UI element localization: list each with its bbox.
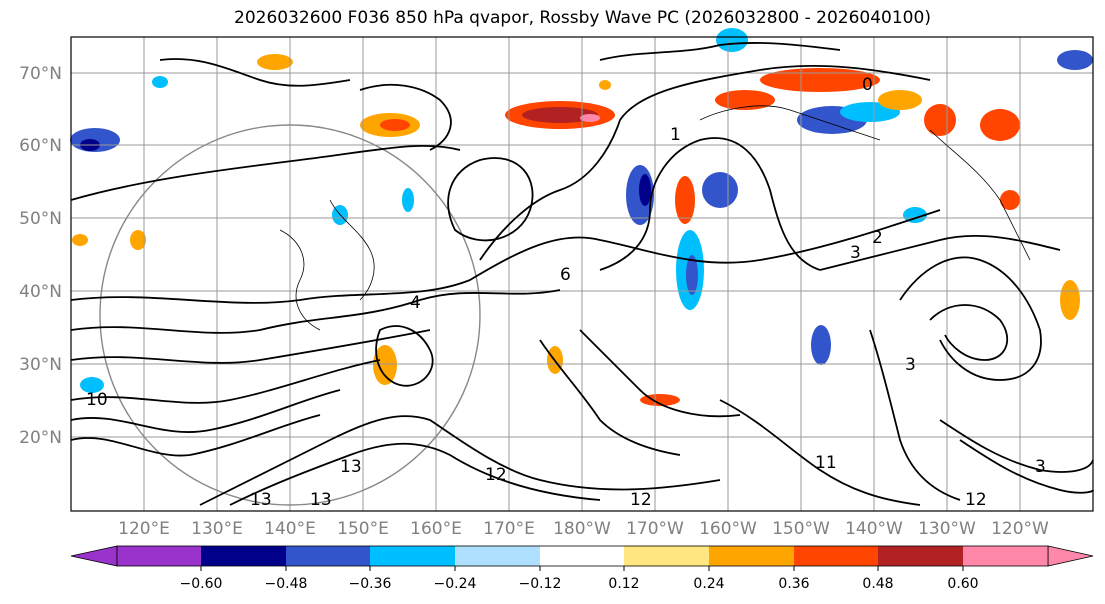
map-frame: [70, 36, 1094, 512]
contour-label: 13: [250, 490, 272, 510]
colorbar-tick-label: −0.48: [265, 576, 308, 592]
contour-label: 12: [485, 465, 507, 485]
contour-label: 1: [670, 125, 681, 145]
reference-circle: [99, 124, 481, 506]
colorbar-segment: [286, 546, 370, 566]
contour-label-group: 4 6 3 3 3 1 10 12 12 12 13 13 13 11 0 2: [86, 75, 1046, 510]
longitude-label: 160°E: [410, 519, 462, 539]
contour-lines: [70, 42, 1094, 506]
contour-label: 13: [340, 457, 362, 477]
longitude-label: 150°W: [772, 519, 830, 539]
latitude-label: 30°N: [19, 355, 62, 375]
contour-label: 3: [850, 243, 861, 263]
colorbar-tick-label: 0.12: [608, 576, 639, 592]
colorbar: [70, 545, 1094, 571]
anomaly-shading: [70, 28, 1093, 406]
longitude-label: 150°E: [337, 519, 389, 539]
longitude-label: 130°W: [918, 519, 976, 539]
longitude-label: 140°W: [845, 519, 903, 539]
longitude-label: 170°E: [483, 519, 535, 539]
colorbar-tick-label: 0.48: [862, 576, 893, 592]
colorbar-tick-label: −0.36: [349, 576, 392, 592]
map-gridlines: [71, 37, 1093, 511]
colorbar-segment: [540, 546, 624, 566]
contour-label: 11: [815, 453, 837, 473]
longitude-label: 140°E: [264, 519, 316, 539]
contour-label: 3: [1035, 457, 1046, 477]
colorbar-segment: [963, 546, 1048, 566]
longitude-label: 170°W: [626, 519, 684, 539]
colorbar-segment: [709, 546, 794, 566]
colorbar-segment: [117, 546, 201, 566]
latitude-labels: 70°N 60°N 50°N 40°N 30°N 20°N: [19, 64, 62, 448]
contour-label: 3: [905, 355, 916, 375]
latitude-label: 40°N: [19, 282, 62, 302]
longitude-label: 130°E: [191, 519, 243, 539]
colorbar-segment: [201, 546, 286, 566]
latitude-label: 70°N: [19, 64, 62, 84]
colorbar-segment: [370, 546, 455, 566]
contour-label: 4: [410, 293, 421, 313]
colorbar-tick-label: 0.36: [778, 576, 809, 592]
contour-label: 6: [560, 265, 571, 285]
colorbar-tick-label: −0.12: [519, 576, 562, 592]
longitude-label: 180°W: [553, 519, 611, 539]
coastlines: [279, 105, 1031, 331]
longitude-label: 160°W: [699, 519, 757, 539]
colorbar-tick-label: 0.24: [693, 576, 724, 592]
colorbar-tick-label: 0.60: [947, 576, 978, 592]
colorbar-segment: [455, 546, 540, 566]
contour-label: 10: [86, 390, 108, 410]
colorbar-segment: [878, 546, 963, 566]
colorbar-frame: [116, 545, 1049, 567]
contour-label: 2: [872, 228, 883, 248]
colorbar-segment: [794, 546, 878, 566]
colorbar-extend-high: [1047, 545, 1094, 567]
contour-label: 13: [310, 490, 332, 510]
contour-label: 12: [630, 490, 652, 510]
contour-label: 12: [965, 490, 987, 510]
latitude-label: 60°N: [19, 136, 62, 156]
contour-label: 0: [862, 75, 873, 95]
colorbar-extend-low: [70, 545, 118, 567]
colorbar-tick-label: −0.60: [180, 576, 223, 592]
latitude-label: 20°N: [19, 428, 62, 448]
latitude-label: 50°N: [19, 209, 62, 229]
colorbar-segment: [624, 546, 709, 566]
longitude-label: 120°W: [991, 519, 1049, 539]
colorbar-tick-label: −0.24: [434, 576, 477, 592]
longitude-labels: 120°E 130°E 140°E 150°E 160°E 170°E 180°W 170°W…: [118, 519, 1049, 539]
longitude-label: 120°E: [118, 519, 170, 539]
colorbar-tick-labels: −0.60 −0.48 −0.36 −0.24 −0.12 0.12 0.24 0.36 0.4…: [180, 576, 979, 592]
map-title: 2026032600 F036 850 hPa qvapor, Rossby W…: [234, 8, 931, 28]
